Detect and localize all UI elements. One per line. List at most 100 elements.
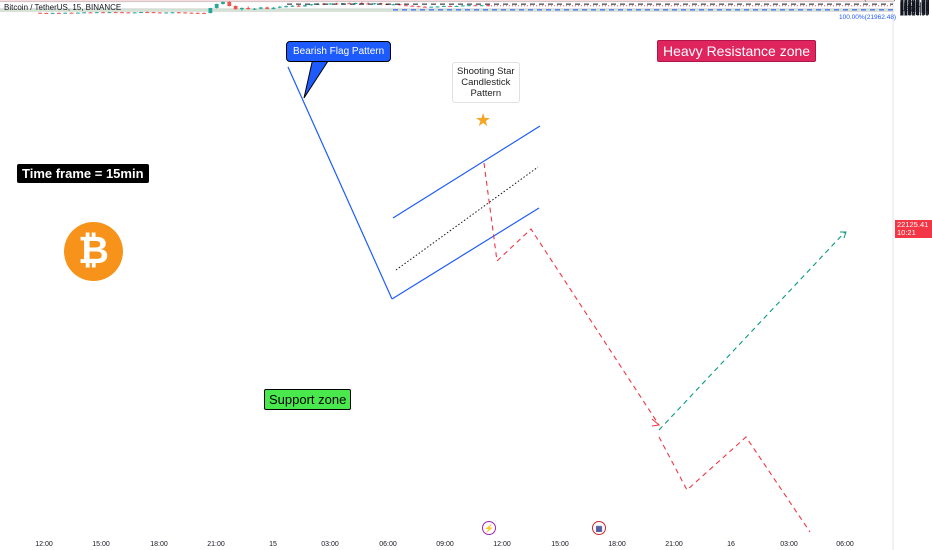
candle-body <box>467 5 471 7</box>
candle-body <box>258 7 263 9</box>
price-tick-label: 22120.00 <box>900 3 929 10</box>
bearish-flag-label: Bearish Flag Pattern <box>286 41 392 62</box>
flag-channel-upper <box>392 125 541 219</box>
candle-body <box>429 6 434 8</box>
candle-body <box>284 6 288 8</box>
time-tick-label: 12:00 <box>35 541 53 548</box>
price-tick-label: 22240.00 <box>900 1 929 8</box>
price-tick-label: 21920.00 <box>900 8 929 15</box>
candle-body <box>454 5 459 7</box>
projection-up-path <box>658 231 846 431</box>
time-tick-label: 16 <box>727 541 735 548</box>
candle-body <box>189 12 194 14</box>
candle-body <box>303 5 307 7</box>
candle-body <box>44 12 49 14</box>
support-zone <box>0 9 893 12</box>
price-tick-label: 22180.00 <box>900 2 929 9</box>
candle-body <box>120 12 124 14</box>
price-axis-currency: USDT <box>900 4 921 13</box>
lightning-icon[interactable]: ⚡ <box>482 521 496 535</box>
candle-body <box>347 3 352 5</box>
candle-body <box>176 12 181 14</box>
bearish-flag-callout-tail <box>303 57 331 99</box>
shooting-star-line-3: Pattern <box>470 88 502 99</box>
candle-body <box>423 6 427 8</box>
candle-body <box>227 2 232 6</box>
bitcoin-icon: ₿ <box>64 222 123 281</box>
candle-body <box>296 5 301 7</box>
flag-midline <box>395 166 539 271</box>
candle-body <box>460 5 465 7</box>
candle-body <box>479 5 484 7</box>
price-tick-label: 21900.00 <box>900 9 929 16</box>
candle-body <box>63 12 68 14</box>
time-tick-label: 09:00 <box>436 541 454 548</box>
candle-body <box>107 12 112 14</box>
time-tick-label: 21:00 <box>207 541 225 548</box>
time-tick-label: 15 <box>269 541 277 548</box>
candle-body <box>391 4 396 6</box>
candle-body <box>265 7 270 9</box>
candle-body <box>164 12 169 14</box>
time-tick-label: 18:00 <box>150 541 168 548</box>
star-icon: ★ <box>475 110 492 130</box>
shooting-star-line-1: Shooting Star <box>457 66 515 77</box>
candle-body <box>202 12 206 14</box>
candle-body <box>246 7 251 10</box>
candle-body <box>82 12 87 14</box>
candle-body <box>69 12 74 14</box>
price-tick-label: 22040.00 <box>900 5 929 12</box>
candle-body <box>126 12 131 14</box>
candle-body <box>397 4 402 6</box>
candle-body <box>233 5 238 10</box>
price-tick-label: 22340.00 <box>900 0 929 5</box>
candle-body <box>214 3 219 8</box>
candle-body <box>208 7 213 14</box>
candle-body <box>252 8 257 10</box>
price-tick-label: 22320.00 <box>900 0 929 6</box>
price-tick-label: 21862.50 <box>900 10 929 17</box>
price-tick-label: 22160.00 <box>900 2 929 9</box>
time-tick-label: 18:00 <box>608 541 626 548</box>
candle-body <box>290 5 295 7</box>
price-tick-label: 21826.50 <box>900 11 929 18</box>
fib-100-label: 100.00%(21962.48) <box>839 14 896 21</box>
time-tick-label: 21:00 <box>665 541 683 548</box>
candle-body <box>113 12 118 14</box>
price-tick-label: 22220.00 <box>900 1 929 8</box>
candle-body <box>372 3 377 5</box>
candle-body <box>416 6 421 8</box>
us-flag-icon[interactable]: ▦ <box>592 521 606 535</box>
candle-body <box>359 3 364 5</box>
candle-body <box>404 5 408 7</box>
candle-body <box>271 7 276 9</box>
time-tick-label: 15:00 <box>551 541 569 548</box>
candle-body <box>277 6 282 8</box>
price-tick-label: 22100.00 <box>900 4 929 11</box>
flag-channel-lower <box>391 207 540 300</box>
price-tick-label: 21880.00 <box>900 9 929 16</box>
resistance-zone-label: Heavy Resistance zone <box>657 40 817 62</box>
price-tick-label: 22000.00 <box>900 6 929 13</box>
time-tick-label: 06:00 <box>379 541 397 548</box>
candle-body <box>139 12 143 14</box>
shooting-star-line-2: Candlestick <box>461 77 511 88</box>
price-tick-label: 22280.00 <box>900 0 929 7</box>
candle-body <box>38 12 42 14</box>
price-tick-label: 21960.00 <box>900 7 929 14</box>
candle-body <box>195 12 200 14</box>
candle-body <box>57 12 61 14</box>
candle-body <box>441 5 446 7</box>
arrowhead-down <box>651 418 661 427</box>
candle-body <box>157 12 162 14</box>
projection-down-path <box>483 162 660 426</box>
candle-body <box>473 5 478 7</box>
candle-body <box>183 12 188 14</box>
price-tick-label: 21844.50 <box>900 10 929 17</box>
countdown: 10:21 <box>897 228 916 237</box>
candle-body <box>240 7 244 10</box>
candle-body <box>132 12 137 14</box>
candle-body <box>221 2 225 4</box>
time-tick-label: 15:00 <box>92 541 110 548</box>
